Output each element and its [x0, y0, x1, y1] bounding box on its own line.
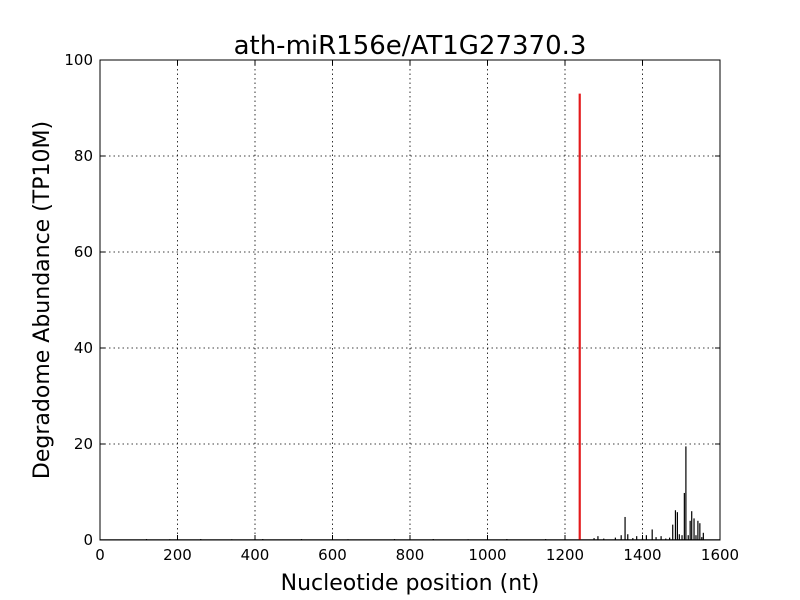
x-tick-label: 400 [241, 546, 270, 564]
y-tick-label: 20 [74, 435, 93, 453]
y-tick-label: 100 [64, 51, 93, 69]
x-tick-label: 200 [163, 546, 192, 564]
x-tick-label: 600 [318, 546, 347, 564]
x-tick-label: 0 [95, 546, 105, 564]
y-tick-label: 40 [74, 339, 93, 357]
y-tick-label: 0 [83, 531, 93, 549]
y-axis-label: Degradome Abundance (TP10M) [30, 121, 55, 479]
x-tick-label: 1000 [468, 546, 506, 564]
y-tick-label: 60 [74, 243, 93, 261]
x-tick-label: 1400 [623, 546, 661, 564]
x-tick-label: 800 [396, 546, 425, 564]
chart-title: ath-miR156e/AT1G27370.3 [234, 31, 587, 61]
axis-ticks: 0 200 400 600 800 1000 1200 1400 1600 0 20 40 60 80 10… [64, 51, 739, 564]
y-tick-label: 80 [74, 147, 93, 165]
grid-lines [100, 60, 720, 540]
x-tick-label: 1600 [701, 546, 739, 564]
x-axis-label: Nucleotide position (nt) [281, 571, 540, 596]
x-tick-label: 1200 [546, 546, 584, 564]
